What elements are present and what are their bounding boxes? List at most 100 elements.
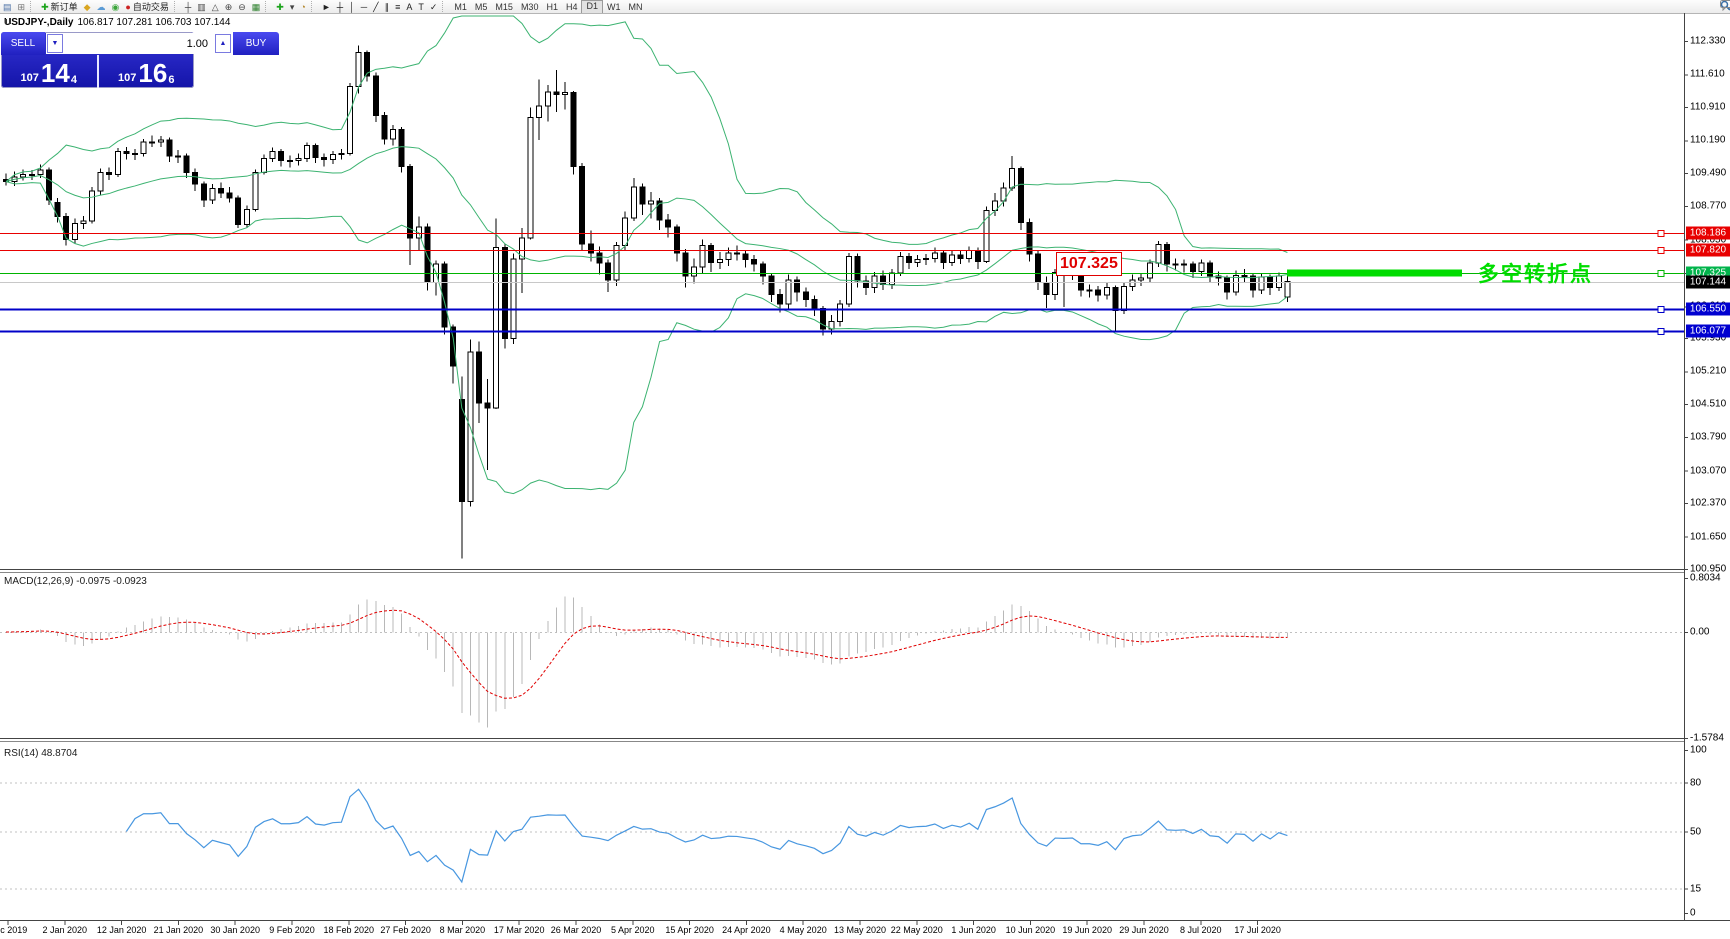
- fibonacci-icon[interactable]: ≡: [392, 1, 403, 13]
- timeframe-mn[interactable]: MN: [628, 1, 643, 12]
- candle-body: [665, 219, 672, 228]
- price-callout-107325[interactable]: 107.325: [1056, 252, 1122, 276]
- candle-body: [261, 157, 267, 173]
- candle-body: [209, 188, 216, 201]
- new-order-button[interactable]: ✚ 新订单: [38, 1, 81, 13]
- timeframe-m5[interactable]: M5: [474, 1, 488, 12]
- signals-icon[interactable]: ◉: [109, 1, 123, 13]
- trendline-icon: ╱: [373, 1, 379, 12]
- tile-windows-icon: ▦: [251, 1, 261, 12]
- candle-body: [381, 115, 388, 140]
- price-axis-tick: 112.330: [1690, 35, 1726, 47]
- candle-body: [450, 326, 457, 367]
- candle-body: [312, 144, 319, 158]
- candle-body: [329, 154, 336, 160]
- candle-body: [1155, 244, 1162, 264]
- candle-body: [218, 188, 224, 194]
- timeframe-h1[interactable]: H1: [546, 1, 558, 12]
- fibonacci-icon: ≡: [395, 1, 401, 12]
- market-icon[interactable]: ◆: [81, 1, 94, 13]
- candle-body: [321, 156, 328, 160]
- period-clock-icon[interactable]: ◔: [297, 1, 308, 13]
- candle-body: [243, 208, 250, 225]
- candle-body: [123, 150, 130, 155]
- date-axis-label: 30 Jan 2020: [210, 925, 260, 935]
- zoom-out-icon: ⊖: [238, 1, 246, 12]
- bid-quote[interactable]: 107 14 4: [1, 55, 97, 88]
- horizontal-line-icon: ─: [360, 1, 368, 12]
- line-handle[interactable]: [1657, 247, 1665, 254]
- candle-body: [372, 75, 379, 117]
- arrows-icon: ✓: [429, 1, 438, 12]
- horizontal-line-icon[interactable]: ─: [358, 1, 370, 13]
- cursor-icon: ►: [321, 1, 331, 12]
- bollinger-lower-band: [5, 181, 1288, 495]
- price-axis-tick: 111.610: [1690, 68, 1725, 80]
- date-axis-label: 17 Jul 2020: [1234, 925, 1281, 935]
- candle-body: [235, 197, 242, 225]
- text-icon[interactable]: A: [403, 1, 415, 13]
- crosshair-icon[interactable]: ┼: [334, 1, 346, 13]
- timeframe-m30[interactable]: M30: [520, 1, 539, 12]
- line-handle[interactable]: [1657, 328, 1665, 335]
- ask-quote[interactable]: 107 16 6: [99, 55, 195, 88]
- sell-button[interactable]: SELL: [1, 32, 45, 55]
- chart-window-icon[interactable]: ▤: [0, 1, 15, 13]
- buy-button[interactable]: BUY: [233, 32, 279, 55]
- channel-icon[interactable]: ∥: [382, 1, 393, 13]
- line-handle[interactable]: [1657, 270, 1665, 277]
- objects-list-icon[interactable]: △: [209, 1, 222, 13]
- date-axis-label: 9 Feb 2020: [269, 925, 315, 935]
- candle-body: [1172, 263, 1179, 266]
- zoom-in-icon[interactable]: ⊕: [222, 1, 236, 13]
- cursor-icon[interactable]: ►: [319, 1, 334, 13]
- trendline-icon[interactable]: ╱: [370, 1, 381, 13]
- indicators-dropdown[interactable]: ▾: [287, 1, 298, 13]
- candle-body: [1189, 263, 1196, 273]
- vertical-line-icon[interactable]: │: [346, 1, 358, 13]
- crosshair-window-icon[interactable]: ┼: [182, 1, 194, 13]
- candle-body: [80, 220, 87, 224]
- candle-body: [562, 92, 568, 95]
- date-axis-label: 24 Apr 2020: [722, 925, 771, 935]
- timeframe-w1[interactable]: W1: [607, 1, 621, 12]
- candle-body: [811, 298, 818, 310]
- candle-body: [1232, 274, 1239, 293]
- candle-body: [493, 246, 500, 409]
- price-tag-current: 107.144: [1686, 275, 1730, 289]
- timeframe-m15[interactable]: M15: [495, 1, 513, 12]
- candle-body: [596, 252, 603, 264]
- indicators-icon[interactable]: ✚: [273, 1, 287, 13]
- profile-preview-icon[interactable]: ⊞: [15, 1, 29, 13]
- autotrading-button[interactable]: ● 自动交易: [122, 1, 171, 13]
- timeframe-m1[interactable]: M1: [454, 1, 467, 12]
- candle-body: [338, 153, 345, 156]
- price-axis-tick: 104.510: [1690, 398, 1727, 410]
- line-handle[interactable]: [1657, 306, 1665, 313]
- macd-signal-line: [5, 609, 1288, 699]
- candle-body: [192, 171, 199, 185]
- volume-increase-button[interactable]: ▲: [215, 34, 231, 53]
- tile-windows-icon[interactable]: ▦: [249, 1, 264, 13]
- candle-body: [923, 258, 930, 261]
- price-tag-blue: 106.550: [1686, 302, 1730, 316]
- label-icon[interactable]: T: [415, 1, 427, 13]
- arrows-icon[interactable]: ✓: [427, 1, 441, 13]
- crosshair-window-icon: ┼: [184, 1, 192, 12]
- candle-body: [149, 141, 156, 144]
- candle-body: [622, 217, 629, 247]
- candle-body: [278, 150, 285, 162]
- candle-body: [484, 402, 491, 409]
- data-window-icon[interactable]: ▥: [194, 1, 209, 13]
- cloud-icon[interactable]: ☁: [94, 1, 109, 13]
- timeframe-h4[interactable]: H4: [565, 1, 578, 12]
- volume-input[interactable]: [64, 33, 214, 54]
- rsi-line: [125, 788, 1288, 884]
- zoom-out-icon[interactable]: ⊖: [235, 1, 249, 13]
- line-handle[interactable]: [1657, 230, 1665, 237]
- macd-axis-tick: 0.00: [1690, 626, 1710, 638]
- turning-point-annotation[interactable]: 多空转折点: [1478, 263, 1593, 286]
- volume-decrease-button[interactable]: ▼: [47, 34, 63, 53]
- candle-body: [966, 249, 973, 260]
